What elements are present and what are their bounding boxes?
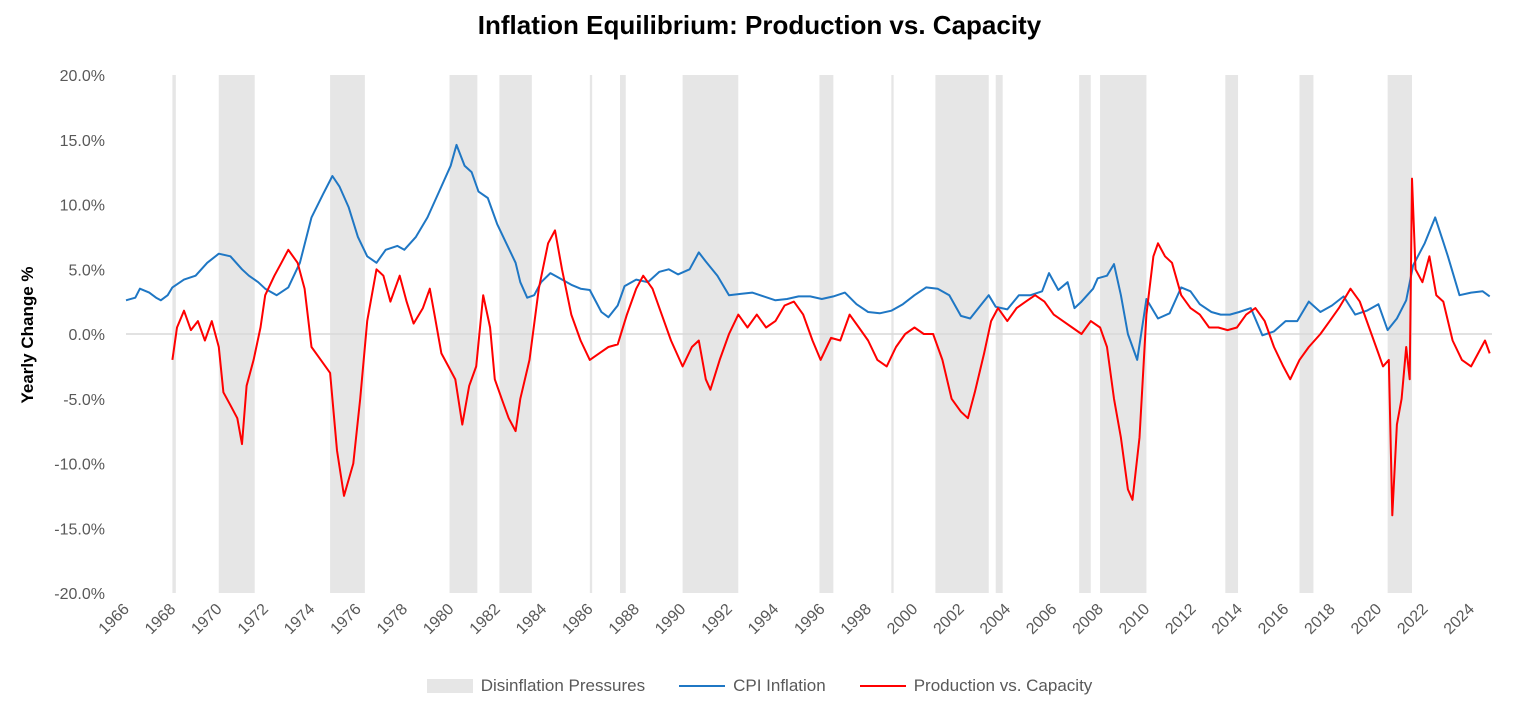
x-tick-label: 2000 [884,601,921,638]
x-tick-label: 2012 [1162,601,1199,638]
x-tick-label: 2020 [1348,601,1385,638]
legend-item-cpi: CPI Inflation [679,676,826,696]
x-tick-label: 2022 [1394,601,1431,638]
y-tick-label: -10.0% [54,457,105,474]
y-axis-title: Yearly Change % [18,266,37,403]
legend-swatch-production [859,685,906,687]
x-tick-label: 2006 [1023,601,1060,638]
x-tick-label: 1982 [467,601,504,638]
y-tick-label: 10.0% [60,198,105,215]
y-tick-label: 15.0% [60,133,105,150]
production-vs-capacity-line [171,177,1491,517]
x-tick-label: 2008 [1070,601,1107,638]
x-tick-label: 1994 [745,601,782,638]
x-tick-label: 1970 [188,601,225,638]
x-tick-label: 2010 [1116,601,1153,638]
x-tick-label: 1974 [281,601,318,638]
x-tick-label: 2004 [977,601,1014,638]
cpi-inflation-line [125,143,1491,361]
x-tick-label: 2002 [931,601,968,638]
x-tick-label: 1992 [699,601,736,638]
y-tick-label: -5.0% [63,392,105,409]
legend: Disinflation Pressures CPI Inflation Pro… [0,676,1519,696]
x-tick-label: 1998 [838,601,875,638]
x-tick-label: 1980 [420,601,457,638]
y-tick-label: -20.0% [54,586,105,603]
x-tick-label: 1988 [606,601,643,638]
chart-title: Inflation Equilibrium: Production vs. Ca… [477,10,1042,40]
x-tick-label: 1986 [559,601,596,638]
x-tick-label: 1968 [142,601,179,638]
x-tick-label: 1972 [235,601,272,638]
x-tick-label: 1966 [96,601,133,638]
legend-item-disinflation: Disinflation Pressures [426,676,646,696]
legend-label-cpi: CPI Inflation [733,676,826,695]
x-tick-label: 2016 [1255,601,1292,638]
legend-swatch-cpi [679,685,726,687]
x-tick-label: 2024 [1441,601,1478,638]
x-tick-label: 2014 [1209,601,1246,638]
x-tick-label: 1996 [791,601,828,638]
y-tick-label: 0.0% [69,327,105,344]
x-tick-label: 1976 [328,601,365,638]
y-tick-label: -15.0% [54,521,105,538]
legend-label-disinflation: Disinflation Pressures [480,676,646,695]
y-tick-label: 5.0% [69,262,105,279]
series-lines [125,143,1491,517]
x-axis-ticks: 1966 1968 1970 1972 1974 1976 1978 1980 1982 1984… [96,601,1478,638]
legend-swatch-band [426,679,473,693]
y-tick-label: 20.0% [60,68,105,85]
legend-label-production: Production vs. Capacity [913,676,1093,695]
y-axis-ticks: 20.0% 15.0% 10.0% 5.0% 0.0% -5.0% -10.0% -15.0%… [54,68,105,603]
x-tick-label: 1984 [513,601,550,638]
x-tick-label: 1978 [374,601,411,638]
x-tick-label: 1990 [652,601,689,638]
x-tick-label: 2018 [1302,601,1339,638]
legend-item-production: Production vs. Capacity [859,676,1093,696]
